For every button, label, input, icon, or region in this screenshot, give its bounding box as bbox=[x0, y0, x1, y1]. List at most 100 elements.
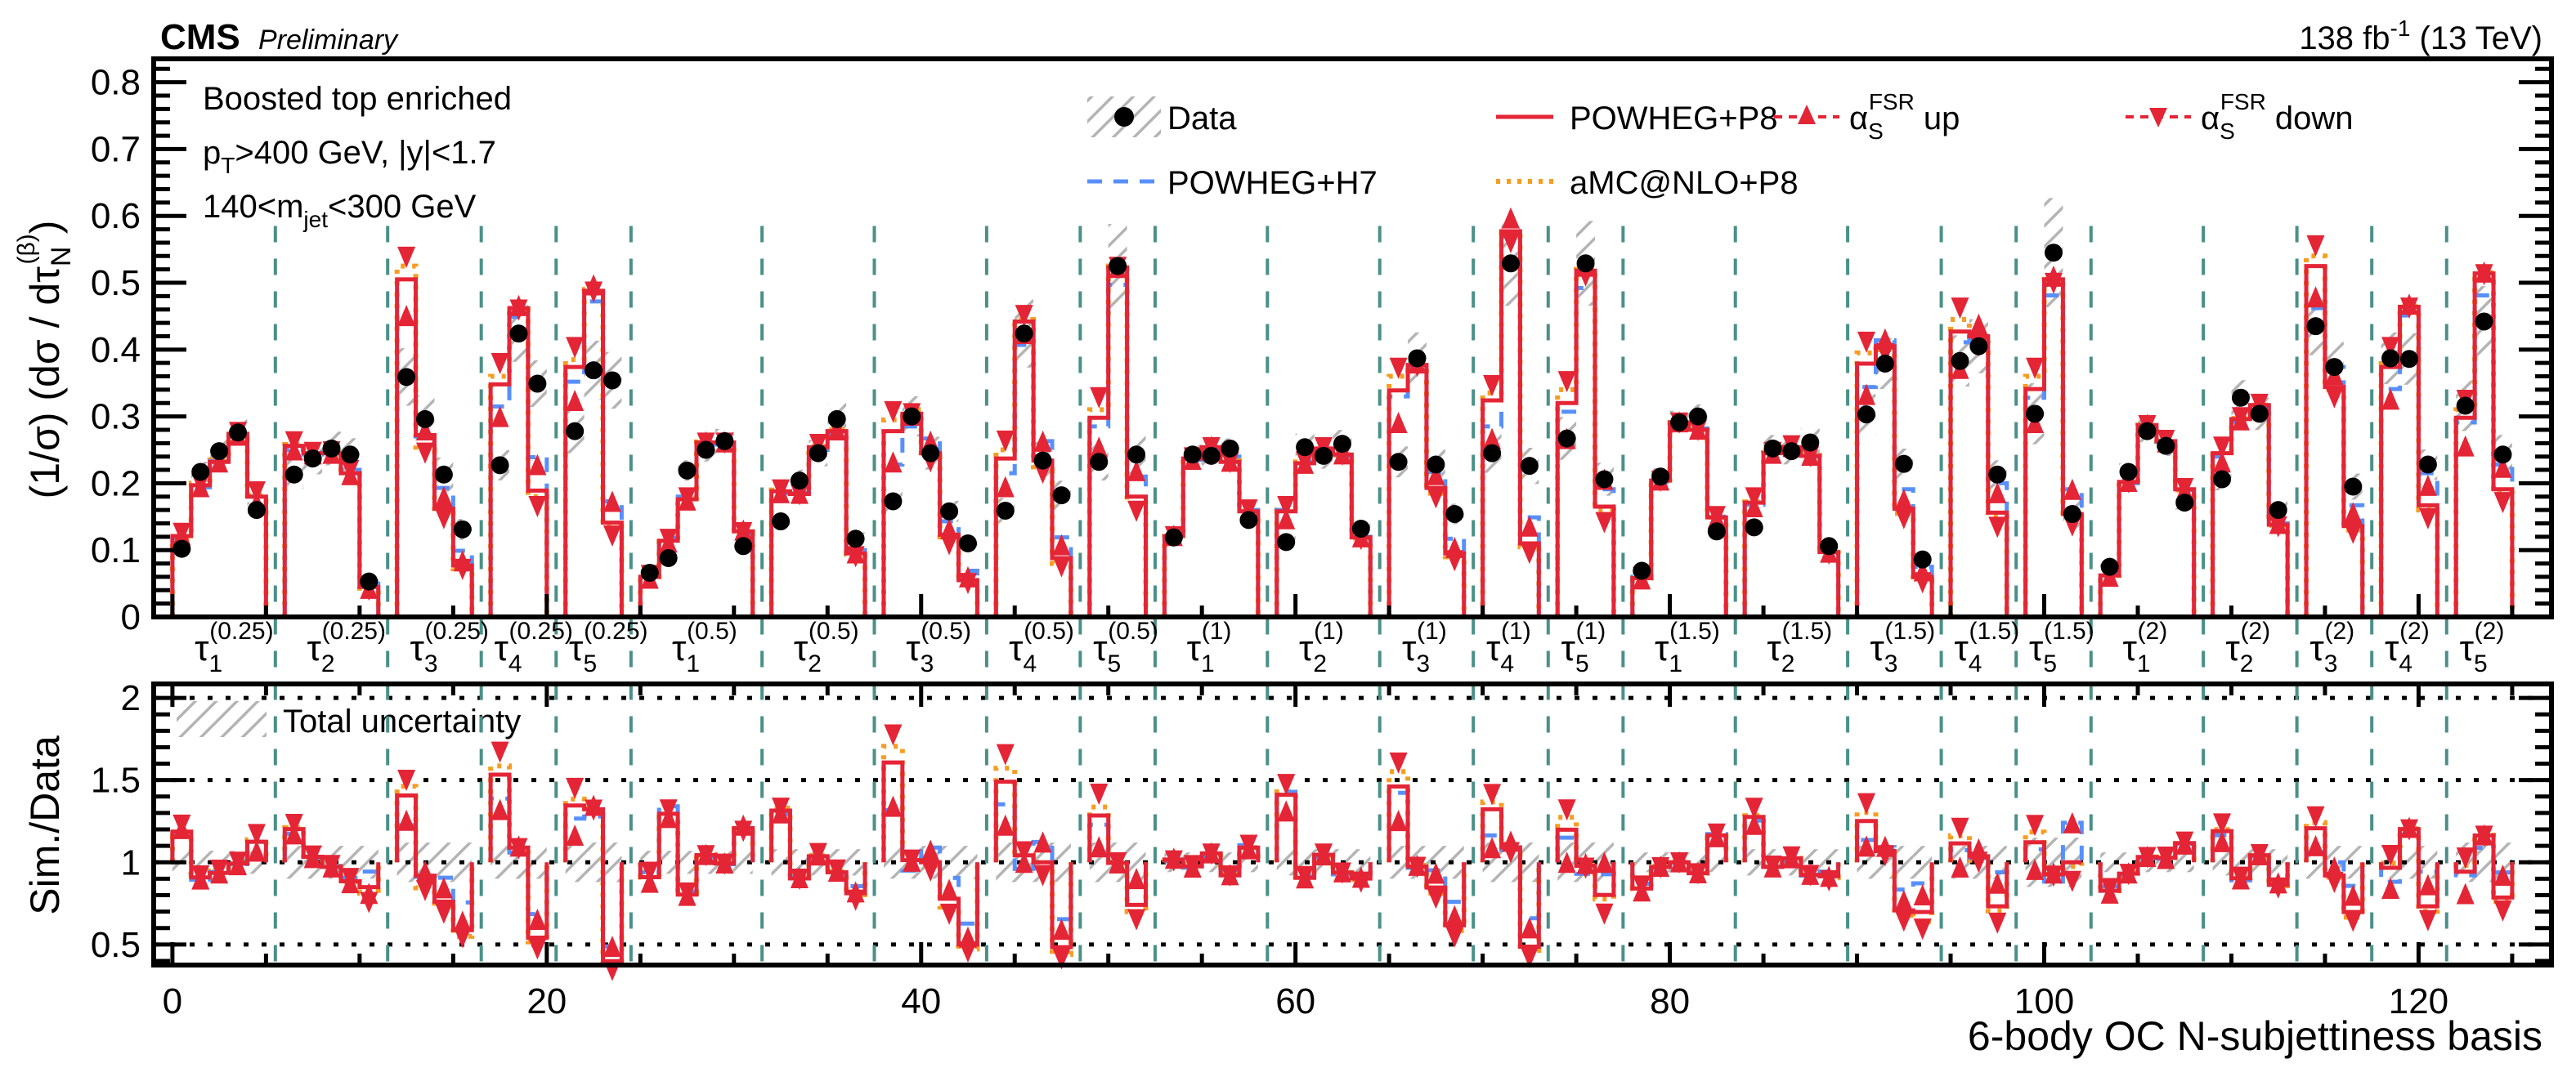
ratio-fsr-down-marker bbox=[940, 903, 959, 925]
data-point bbox=[772, 512, 791, 531]
data-point bbox=[1033, 451, 1052, 470]
data-point bbox=[210, 442, 229, 461]
ratio-fsr-up-marker bbox=[491, 798, 509, 820]
tau-superscript: (1.5) bbox=[1969, 618, 2019, 645]
tau-symbol: τ bbox=[1561, 628, 1576, 668]
ratio-fsr-down-marker bbox=[884, 724, 903, 746]
fsr-down-marker bbox=[940, 534, 959, 556]
p8-step bbox=[170, 229, 2515, 617]
fsr-down-marker bbox=[678, 487, 697, 509]
tau-superscript: (2) bbox=[2138, 618, 2168, 645]
alpha-superscript: FSR bbox=[1869, 89, 1915, 114]
data-point bbox=[2213, 470, 2232, 489]
ratio-fsr-up-marker bbox=[1894, 889, 1913, 911]
ratio-fsr-down-marker bbox=[1333, 862, 1351, 884]
fsr-up-marker bbox=[1127, 459, 1146, 481]
ratio-fsr-down-marker bbox=[1183, 855, 1202, 877]
fsr-down-marker bbox=[1389, 357, 1408, 379]
legend-data-label: Data bbox=[1167, 101, 1237, 136]
tau-subscript: 4 bbox=[1024, 650, 1037, 677]
selection-line-3: 140<mjet<300 GeV bbox=[203, 189, 477, 232]
fsr-up-marker bbox=[434, 485, 453, 507]
up-label: up bbox=[1915, 101, 1960, 136]
data-point bbox=[1389, 453, 1408, 471]
y-axis-title: (1/σ) (dσ / dτN(β)) bbox=[13, 221, 77, 499]
tau-superscript: (1.5) bbox=[1669, 618, 1720, 645]
fsr-down-marker bbox=[2044, 272, 2063, 294]
tau-subscript: 5 bbox=[2474, 650, 2488, 677]
data-point bbox=[884, 492, 903, 511]
data-point bbox=[678, 461, 697, 480]
data-point bbox=[2306, 317, 2325, 336]
data-point bbox=[640, 564, 659, 583]
fsr-down-marker bbox=[509, 299, 528, 321]
fsr-up-marker bbox=[1520, 515, 1539, 537]
data-point bbox=[303, 449, 322, 468]
ratio-fsr-up-marker bbox=[1127, 868, 1146, 890]
fsr-down-marker bbox=[1688, 419, 1707, 441]
data-point bbox=[1351, 520, 1370, 538]
tau-superscript: (2) bbox=[2399, 618, 2430, 645]
ratio-fsr-down-marker bbox=[1520, 946, 1539, 968]
data-point bbox=[322, 439, 341, 458]
tau-superscript: (1.5) bbox=[1884, 618, 1935, 645]
mass-cut-high: <300 GeV bbox=[328, 189, 477, 225]
ratio-fsr-up-marker bbox=[415, 860, 434, 883]
data-point bbox=[397, 368, 416, 387]
data-point bbox=[2399, 350, 2418, 369]
fsr-down-marker bbox=[958, 573, 977, 595]
group-label: τ1 (2) bbox=[2122, 618, 2167, 677]
tau-symbol: τ bbox=[906, 628, 921, 668]
ratio-fsr-down-marker bbox=[996, 744, 1015, 766]
ratio-fsr-down-marker bbox=[303, 845, 322, 867]
tau-subscript: 4 bbox=[1500, 650, 1514, 677]
ratio-fsr-down-marker bbox=[659, 799, 678, 821]
ratio-fsr-down-marker bbox=[1688, 863, 1707, 885]
tau-subscript: 1 bbox=[686, 650, 700, 677]
group-label: τ2 (1) bbox=[1299, 618, 1344, 677]
ratio-fsr-down-marker bbox=[341, 868, 360, 890]
ratio-fsr-down-marker bbox=[2026, 815, 2045, 837]
ratio-y-tick-label: 1 bbox=[121, 842, 141, 883]
legend-uncertainty-hatch bbox=[177, 701, 267, 737]
data-point bbox=[2456, 396, 2475, 415]
group-label: τ2 (0.5) bbox=[794, 618, 859, 677]
tau-superscript: (0.25) bbox=[509, 618, 573, 645]
legend-fsr-down-marker bbox=[2149, 108, 2167, 127]
ratio-fsr-down-marker bbox=[172, 814, 191, 836]
ratio-fsr-down-marker bbox=[2381, 844, 2400, 866]
ratio-uncertainty-band bbox=[1894, 846, 1914, 879]
tau-subscript: 1 bbox=[2137, 650, 2151, 677]
data-point bbox=[940, 502, 959, 521]
ratio-y-tick-label: 2 bbox=[121, 678, 141, 718]
ratio-fsr-down-marker bbox=[1221, 865, 1239, 887]
tau-subscript: 3 bbox=[1884, 650, 1898, 677]
fsr-down-marker bbox=[566, 337, 585, 359]
lumi-exponent: -1 bbox=[2390, 16, 2411, 41]
fsr-down-marker bbox=[846, 546, 865, 568]
fsr-down-marker bbox=[1277, 496, 1296, 518]
fsr-down-marker bbox=[1520, 543, 1539, 565]
tau-symbol: τ bbox=[2122, 628, 2137, 668]
ratio-fsr-down-marker bbox=[1801, 865, 1820, 887]
fsr-down-marker bbox=[172, 522, 191, 544]
tau-symbol: τ bbox=[307, 628, 322, 668]
ratio-fsr-down-marker bbox=[640, 861, 659, 883]
ratio-fsr-down-marker bbox=[585, 799, 603, 821]
ratio-fsr-up-marker bbox=[884, 795, 903, 817]
y-tick-label: 0.1 bbox=[91, 530, 141, 570]
data-point bbox=[2231, 388, 2250, 407]
data-point bbox=[1894, 454, 1913, 473]
ratio-uncertainty-band bbox=[1445, 846, 1464, 879]
y-tick-label: 0.7 bbox=[91, 129, 141, 169]
fsr-up-marker bbox=[397, 305, 416, 327]
fsr-down-marker bbox=[2026, 357, 2045, 379]
data-point bbox=[566, 422, 585, 440]
ratio-fsr-up-marker bbox=[1988, 872, 2007, 894]
fsr-down-marker bbox=[1015, 305, 1033, 327]
ratio-fsr-down-marker bbox=[1127, 909, 1146, 931]
legend-fsr-up-label: αS FSR up bbox=[1849, 89, 1960, 144]
data-point bbox=[1015, 324, 1033, 343]
y-tick-label: 0.3 bbox=[91, 397, 141, 437]
ratio-uncertainty-band bbox=[359, 846, 379, 879]
